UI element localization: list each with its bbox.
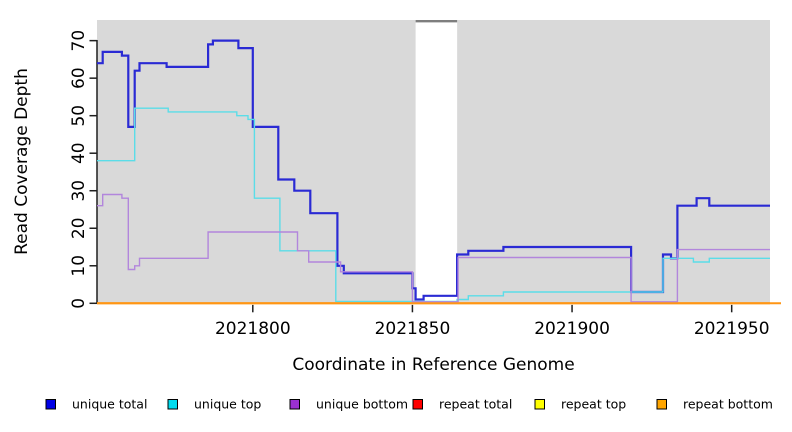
legend-swatch	[534, 399, 545, 410]
y-tick-label: 0	[69, 298, 89, 309]
legend-label: unique total	[72, 397, 147, 412]
series-unique-bottom-line	[97, 193, 770, 303]
legend-swatch	[289, 399, 300, 410]
legend-swatch	[167, 399, 178, 410]
y-axis-title: Read Coverage Depth	[12, 68, 32, 255]
legend-item-unique-top: unique top	[167, 397, 261, 412]
x-tick-label: 2021800	[215, 319, 291, 339]
series-unique-top-line	[97, 107, 770, 303]
y-tick-label: 70	[69, 30, 89, 52]
y-tick-label: 10	[69, 255, 89, 277]
x-tick-label: 2021850	[375, 319, 451, 339]
y-tick-label: 20	[69, 217, 89, 239]
legend-item-unique-total: unique total	[45, 397, 147, 412]
x-tick-label: 2021900	[534, 319, 610, 339]
x-axis-title: Coordinate in Reference Genome	[292, 355, 574, 375]
y-tick-label: 60	[69, 67, 89, 89]
y-tick-label: 50	[69, 105, 89, 127]
legend-label: repeat bottom	[683, 397, 773, 412]
y-tick-label: 40	[69, 142, 89, 164]
legend-item-repeat-total: repeat total	[412, 397, 512, 412]
legend-label: unique top	[194, 397, 261, 412]
legend-swatch	[45, 399, 56, 410]
legend-item-repeat-top: repeat top	[534, 397, 626, 412]
gap-region	[415, 20, 458, 304]
x-tick-label: 2021950	[694, 319, 770, 339]
legend-swatch	[412, 399, 423, 410]
legend-label: repeat top	[561, 397, 626, 412]
legend-swatch	[656, 399, 667, 410]
legend-item-repeat-bottom: repeat bottom	[656, 397, 773, 412]
legend-item-unique-bottom: unique bottom	[289, 397, 408, 412]
y-tick-label: 30	[69, 180, 89, 202]
legend-label: unique bottom	[316, 397, 408, 412]
legend-label: repeat total	[439, 397, 512, 412]
